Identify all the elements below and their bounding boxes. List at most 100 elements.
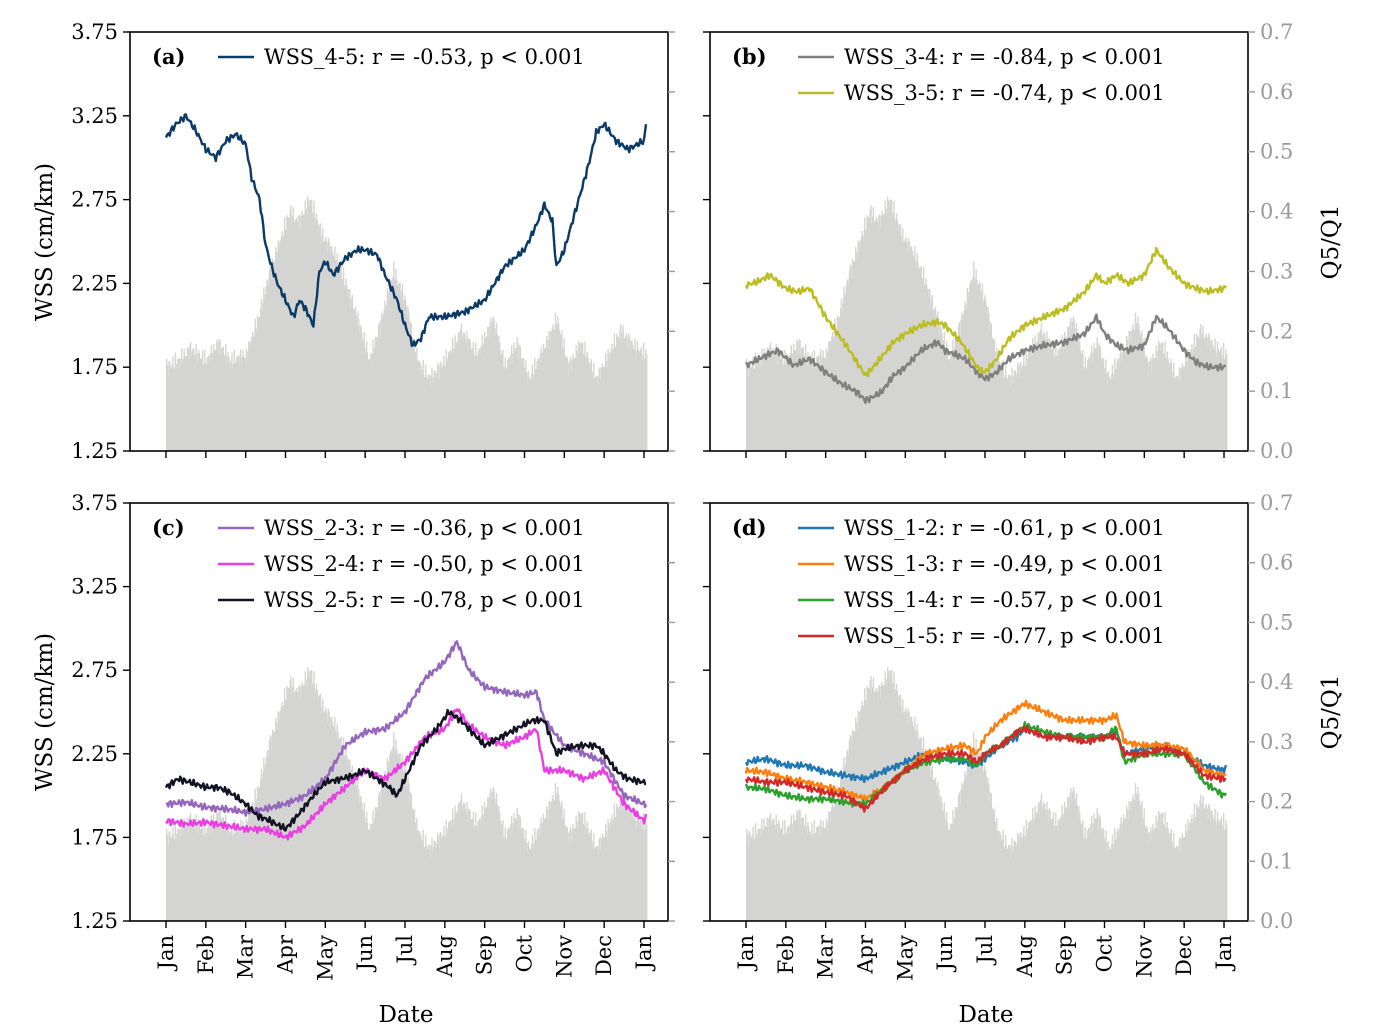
- series-line: [744, 699, 1227, 803]
- ratio-bar: [1008, 844, 1011, 921]
- ratio-bar: [860, 236, 863, 451]
- ratio-bar: [381, 320, 384, 451]
- ratio-bar: [920, 736, 922, 921]
- ratio-bar: [460, 329, 462, 451]
- ratio-bar: [788, 825, 790, 921]
- ratio-bar: [631, 810, 633, 921]
- ratio-bar: [343, 284, 346, 451]
- ratio-bar: [1048, 808, 1051, 921]
- ratio-bar: [354, 309, 356, 451]
- ratio-bar: [209, 364, 211, 451]
- ratio-bar: [192, 819, 194, 921]
- ratio-bar: [793, 350, 796, 451]
- ratio-bar: [924, 286, 926, 451]
- ratio-bar: [1118, 836, 1121, 921]
- ratio-bar: [1154, 357, 1157, 451]
- ratio-bar: [1111, 364, 1114, 451]
- ratio-bar: [1182, 367, 1184, 451]
- xtick-label: Jun: [353, 935, 377, 972]
- ratio-bar: [461, 810, 463, 921]
- ratio-bar: [465, 345, 467, 451]
- ratio-bar: [544, 348, 546, 451]
- ratio-bar: [977, 755, 979, 921]
- ratio-bar: [194, 829, 197, 921]
- ratio-bar: [185, 826, 187, 921]
- ratio-bar: [983, 300, 985, 451]
- ratio-bar: [268, 270, 271, 451]
- ratio-bar: [552, 324, 554, 451]
- ratio-bar: [770, 827, 773, 921]
- ratio-bar: [1043, 331, 1045, 451]
- ratio-bar: [411, 337, 413, 451]
- ratio-bar: [1185, 823, 1187, 921]
- ratio-bar: [349, 289, 351, 451]
- ratio-bar: [459, 814, 461, 921]
- ratio-bar: [859, 719, 861, 921]
- ratio-bar: [852, 729, 854, 921]
- ratio-bar: [225, 814, 227, 921]
- ratio-bar: [316, 220, 318, 451]
- ratio-bar: [823, 827, 825, 921]
- ratio-bar: [1083, 369, 1086, 451]
- ratio-bar: [350, 308, 352, 451]
- ratio-bar: [875, 689, 877, 921]
- ratio-bar: [199, 358, 201, 451]
- ratio-bar: [1202, 325, 1204, 451]
- ratio-bar: [840, 308, 842, 451]
- ratio-bar: [1105, 829, 1107, 921]
- ratio-bar: [1133, 801, 1135, 921]
- ratio-bar: [507, 358, 510, 451]
- ratio-bar: [452, 353, 455, 451]
- ratio-bar: [820, 819, 822, 921]
- ratio-bar: [886, 685, 888, 921]
- ratio-bar: [427, 848, 429, 921]
- ratio-bar: [203, 364, 205, 451]
- ratio-bar: [569, 827, 572, 921]
- ratio-bar: [780, 359, 782, 451]
- ratio-bar: [269, 734, 271, 921]
- ratio-bar: [833, 806, 835, 921]
- ratio-bar: [534, 839, 537, 921]
- ratio-bar: [966, 758, 969, 921]
- ratio-bar: [1055, 825, 1058, 921]
- ratio-bar: [941, 803, 943, 921]
- ratio-bar: [776, 353, 778, 451]
- ratio-bar: [1081, 354, 1083, 451]
- ytick-right-label: 0.3: [1260, 259, 1293, 283]
- ratio-bar: [757, 829, 759, 921]
- ratio-bar: [532, 848, 534, 921]
- ratio-bar: [880, 686, 882, 921]
- ratio-bar: [442, 364, 444, 451]
- ratio-bar: [864, 229, 867, 451]
- ratio-bar: [469, 340, 471, 451]
- ratio-bar: [342, 266, 345, 451]
- ratio-bar: [338, 270, 340, 451]
- ratio-bar: [518, 358, 520, 451]
- ratio-bar: [880, 215, 882, 451]
- ratio-bar: [478, 349, 480, 451]
- ytick-right-label: 0.0: [1260, 439, 1293, 463]
- ratio-bar: [1000, 834, 1002, 921]
- ratio-bar: [1046, 331, 1048, 451]
- ratio-bar: [339, 738, 342, 921]
- ratio-bar: [756, 838, 758, 921]
- ratio-bar: [625, 333, 628, 451]
- ratio-bar: [309, 670, 311, 921]
- ratio-bar: [877, 232, 879, 451]
- ratio-bar: [855, 717, 857, 921]
- ratio-bar: [840, 778, 842, 921]
- ratio-bar: [756, 367, 758, 451]
- ratio-bar: [969, 284, 971, 451]
- ratio-bar: [485, 808, 487, 921]
- ratio-bar: [1141, 801, 1143, 921]
- ratio-bar: [1087, 360, 1089, 451]
- ratio-bar: [991, 337, 993, 451]
- ratio-bar: [346, 755, 348, 921]
- ratio-bar: [406, 786, 408, 921]
- ratio-bar: [343, 755, 346, 921]
- ratio-bar: [373, 818, 376, 921]
- ratio-bar: [223, 825, 225, 921]
- ratio-bar: [1212, 348, 1215, 451]
- ratio-bar: [547, 349, 549, 451]
- ratio-bar: [1107, 841, 1110, 921]
